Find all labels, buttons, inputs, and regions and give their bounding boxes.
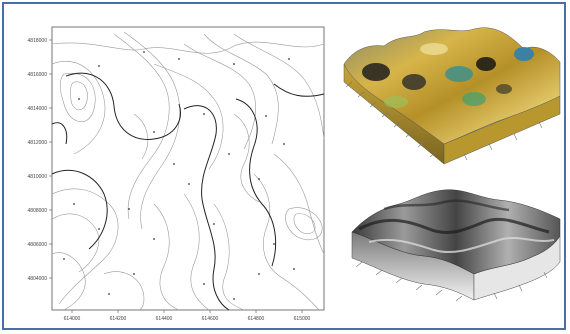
y-tick-label: 4808000	[28, 208, 48, 214]
y-tick-label: 4810000	[28, 174, 48, 180]
major-contours	[51, 72, 325, 311]
sample-points	[63, 51, 295, 300]
surface-valley	[445, 66, 473, 82]
surface-shadow	[496, 84, 512, 94]
surface-valley	[462, 92, 486, 106]
surface-colored-axis-ticks	[345, 81, 543, 161]
y-tick-label: 4818000	[28, 38, 48, 44]
surface-highlight	[420, 43, 448, 55]
surface-gray-ridge	[368, 237, 555, 254]
surface-colored	[343, 27, 561, 165]
surface-gray-ridge	[358, 217, 550, 234]
surface-gray-ridge	[383, 199, 510, 212]
surface-peak	[514, 47, 534, 61]
x-tick-label: 614000	[64, 316, 81, 322]
x-tick-label: 614200	[110, 316, 127, 322]
x-tick-label: 614400	[156, 316, 173, 322]
x-tick-label: 614600	[202, 316, 219, 322]
y-axis-ticks	[49, 39, 52, 279]
figure-canvas: 4818000 4816000 4814000 4812000 4810000 …	[28, 26, 561, 322]
y-tick-label: 4804000	[28, 276, 48, 282]
x-tick-label: 614800	[248, 316, 265, 322]
surface-gray-axis-ticks	[355, 261, 548, 302]
minor-contours	[51, 31, 325, 311]
surface-peak	[362, 63, 390, 81]
y-tick-label: 4812000	[28, 140, 48, 146]
x-tick-label: 615000	[294, 316, 311, 322]
contour-map: 4818000 4816000 4814000 4812000 4810000 …	[28, 26, 325, 322]
surface-gray	[351, 189, 561, 302]
figure-frame: 4818000 4816000 4814000 4812000 4810000 …	[2, 2, 566, 330]
y-tick-label: 4806000	[28, 242, 48, 248]
surface-colored-top	[343, 27, 561, 145]
surface-peak	[476, 57, 496, 71]
surface-peak	[402, 74, 426, 90]
y-tick-label: 4814000	[28, 106, 48, 112]
surface-highlight	[384, 96, 408, 108]
y-tick-label: 4816000	[28, 72, 48, 78]
x-axis-ticks	[71, 310, 303, 313]
contour-map-border	[51, 26, 325, 311]
